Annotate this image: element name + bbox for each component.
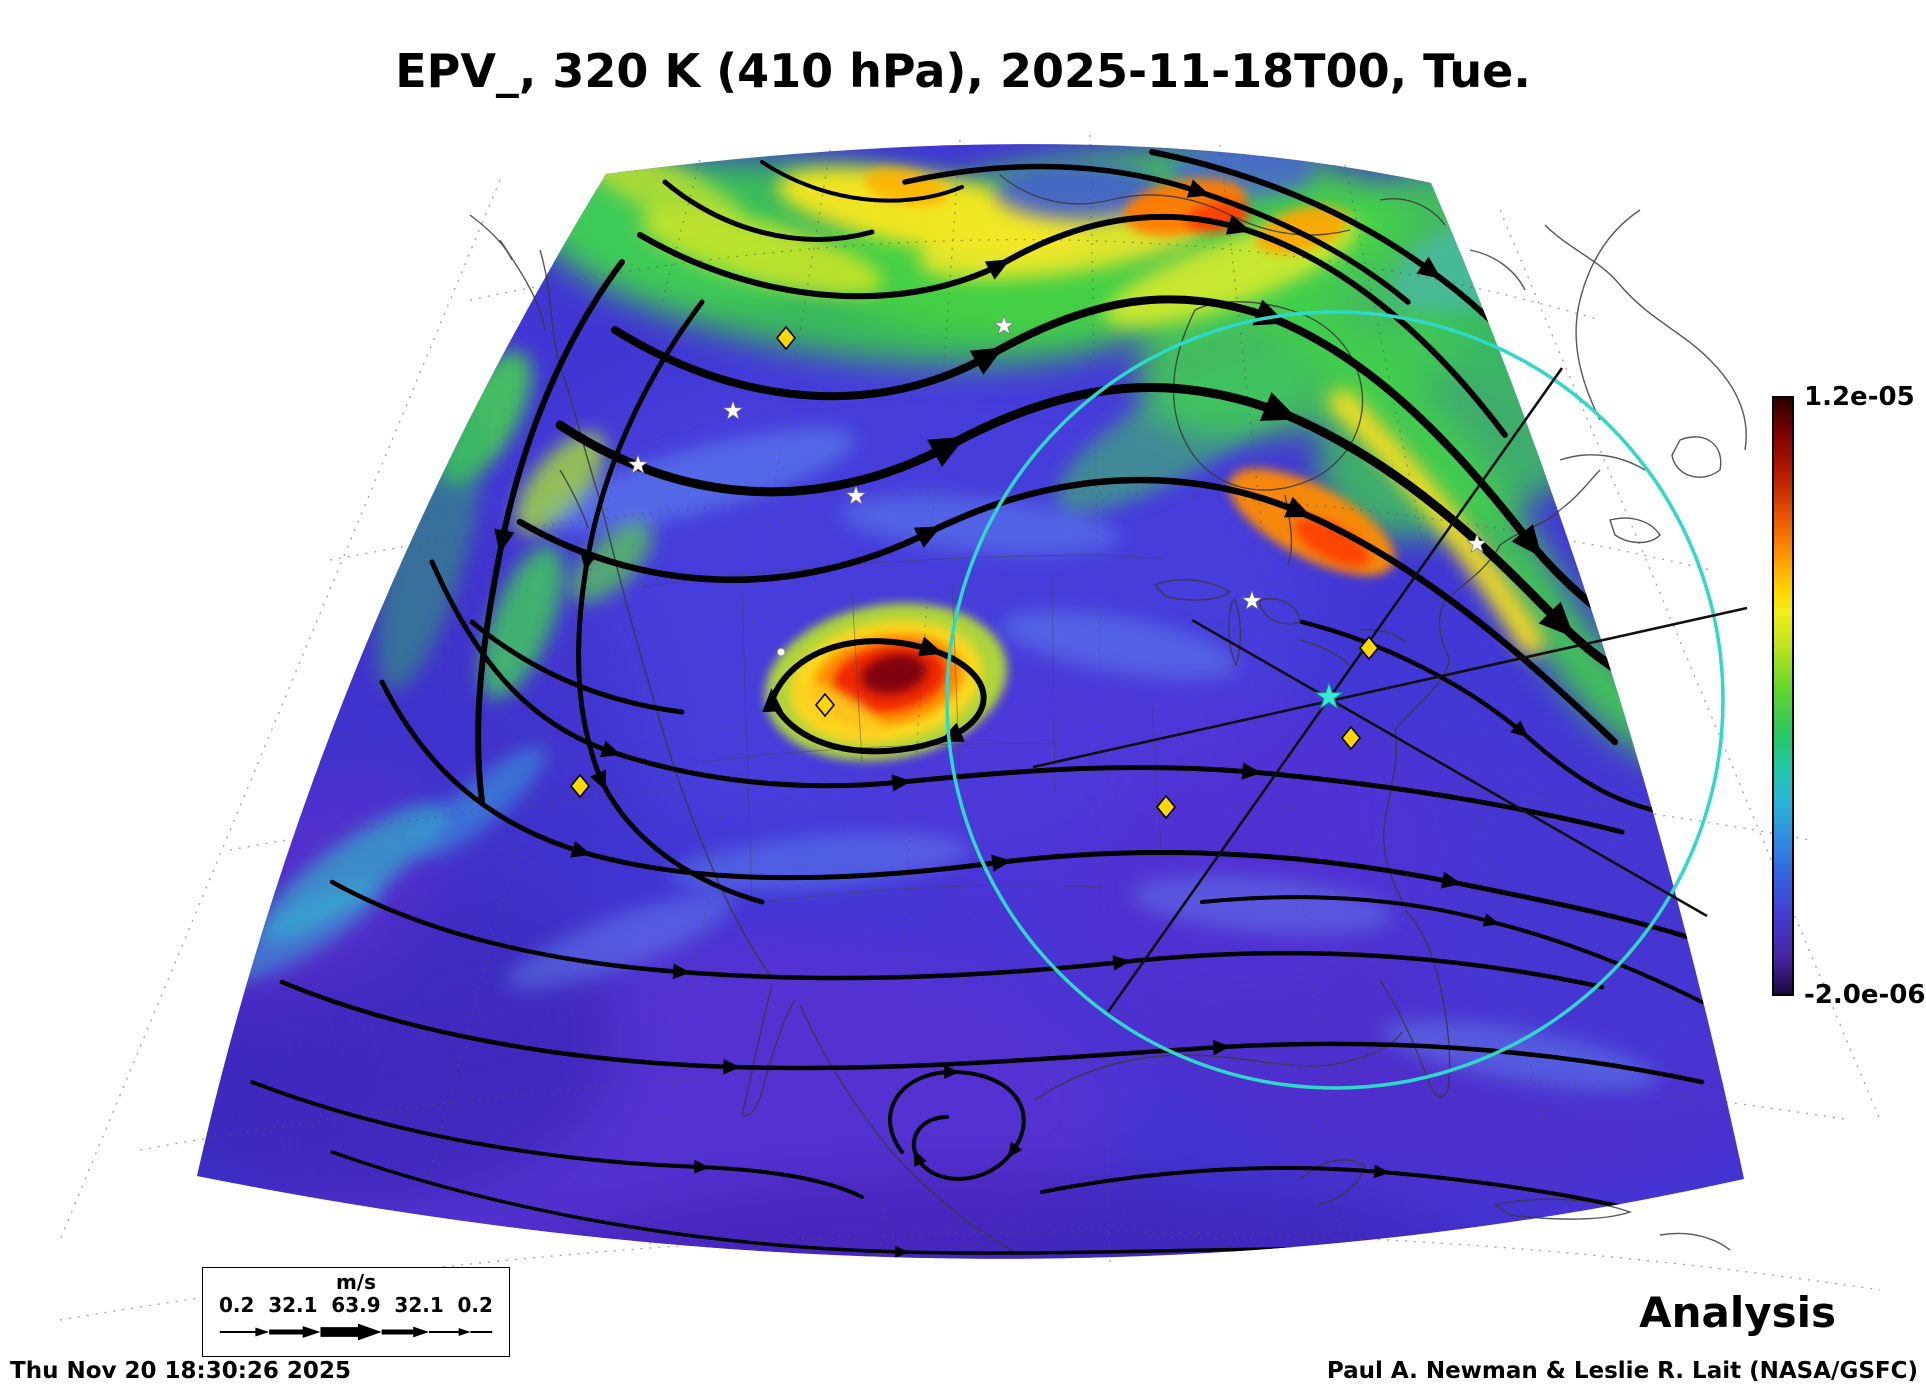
- analysis-label: Analysis: [1639, 1288, 1836, 1337]
- station-diamond-marker: [1155, 794, 1177, 820]
- white-star-marker: [845, 484, 867, 505]
- station-diamond-marker: [1358, 635, 1380, 661]
- overlay-layer: [945, 310, 1748, 1090]
- wind-legend-value: 32.1: [394, 1293, 444, 1317]
- overlay-line: [1032, 606, 1748, 769]
- overlay-line: [1191, 618, 1708, 918]
- cyan-star-marker: [1314, 681, 1344, 710]
- colorbar-min-label: -2.0e-06: [1804, 980, 1926, 1010]
- wind-legend-value: 0.2: [457, 1293, 493, 1317]
- marker-layer: [569, 314, 1488, 820]
- wind-legend-unit: m/s: [335, 1270, 377, 1294]
- station-diamond-marker: [569, 773, 591, 799]
- wind-speed-legend: m/s 0.2 32.1 63.9 32.1 0.2: [202, 1267, 510, 1357]
- colorbar-gradient: [1772, 396, 1794, 996]
- station-diamond-marker: [814, 692, 836, 718]
- white-star-marker: [993, 314, 1015, 335]
- colorbar: 1.2e-05 -2.0e-06: [1772, 382, 1926, 1010]
- credit-line: Paul A. Newman & Leslie R. Lait (NASA/GS…: [1326, 1358, 1918, 1384]
- wind-legend-arrow-icon: [219, 1323, 493, 1341]
- white-star-marker: [1241, 589, 1263, 610]
- wind-legend-values: 0.2 32.1 63.9 32.1 0.2: [203, 1293, 509, 1317]
- white-star-marker: [722, 399, 744, 420]
- station-diamond-marker: [775, 325, 797, 351]
- wind-legend-value: 63.9: [331, 1293, 381, 1317]
- creation-timestamp: Thu Nov 20 18:30:26 2025: [10, 1358, 351, 1384]
- white-star-marker: [1466, 532, 1488, 553]
- range-circle: [945, 310, 1725, 1090]
- station-diamond-marker: [1340, 725, 1362, 751]
- colorbar-max-label: 1.2e-05: [1804, 382, 1915, 412]
- epv-field: [197, 144, 1744, 1259]
- plot-title: EPV_, 320 K (410 hPa), 2025-11-18T00, Tu…: [395, 44, 1531, 98]
- white-dot-marker: [777, 648, 785, 656]
- wind-legend-value: 0.2: [219, 1293, 255, 1317]
- wind-legend-value: 32.1: [268, 1293, 318, 1317]
- white-star-marker: [627, 453, 649, 474]
- overlay-line: [1106, 367, 1564, 1013]
- streamlines: [250, 149, 1743, 1258]
